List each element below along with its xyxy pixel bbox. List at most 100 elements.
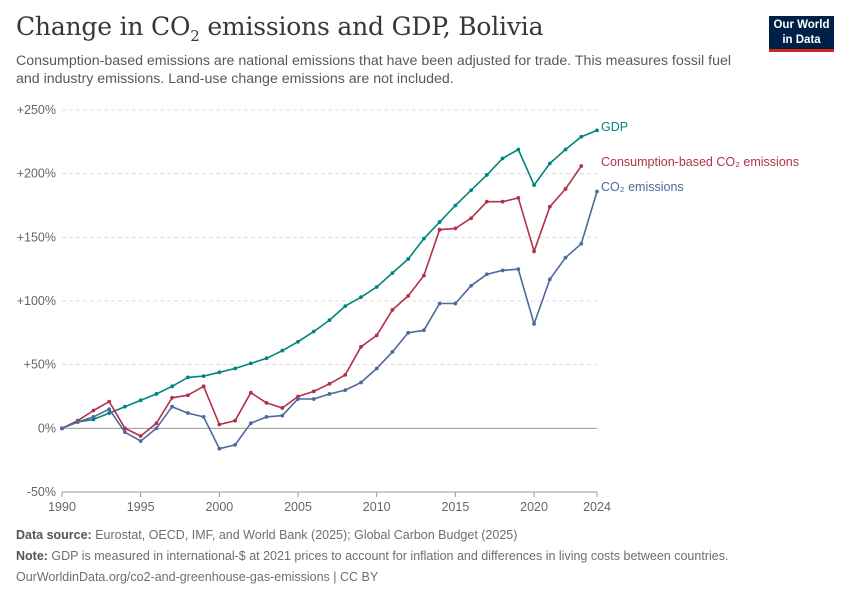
data-point <box>91 408 96 413</box>
chart-subtitle: Consumption-based emissions are national… <box>16 53 732 87</box>
data-point <box>500 156 505 161</box>
data-point <box>595 189 599 194</box>
data-point <box>406 294 411 298</box>
data-point <box>437 301 442 306</box>
series-label: GDP <box>601 120 628 134</box>
data-point <box>217 422 222 427</box>
data-point <box>327 318 332 322</box>
data-point <box>579 241 584 246</box>
x-tick-label: 2010 <box>363 500 391 514</box>
data-point <box>595 128 599 133</box>
data-point <box>233 442 237 447</box>
data-point <box>374 366 379 371</box>
data-point <box>154 421 159 426</box>
data-point <box>75 420 80 424</box>
data-point <box>170 404 175 409</box>
chart-note: Note: GDP is measured in international-$… <box>16 549 729 563</box>
data-point <box>217 446 222 451</box>
y-tick-label: 0% <box>38 421 56 435</box>
data-point <box>154 392 159 396</box>
data-point <box>579 134 584 139</box>
data-point <box>390 350 395 354</box>
data-point <box>154 426 159 431</box>
data-point <box>500 199 505 204</box>
data-point <box>91 414 96 419</box>
series-line <box>61 165 582 437</box>
data-point <box>107 407 112 412</box>
data-point <box>547 277 552 282</box>
data-point <box>248 421 253 426</box>
data-point <box>343 304 348 308</box>
data-point <box>217 370 222 375</box>
chart-title: Change in CO2 emissions and GDP, Bolivia <box>16 12 544 45</box>
data-point <box>484 199 489 204</box>
data-point <box>437 220 442 224</box>
data-point <box>280 413 285 418</box>
data-point <box>280 406 285 410</box>
data-point <box>248 390 253 395</box>
data-point <box>185 375 190 380</box>
data-point <box>469 216 474 221</box>
data-point <box>390 308 395 312</box>
data-point <box>264 400 269 405</box>
data-point <box>296 397 300 401</box>
data-point <box>579 164 584 168</box>
data-point <box>563 147 568 152</box>
data-point <box>516 147 521 152</box>
data-point <box>138 439 143 443</box>
y-tick-label: +50% <box>24 358 56 372</box>
data-point <box>484 173 489 177</box>
data-point <box>532 249 536 254</box>
data-point <box>500 268 505 273</box>
data-point <box>422 328 426 333</box>
data-point <box>374 285 379 289</box>
data-point <box>453 301 458 306</box>
x-tick-label: 2020 <box>520 500 548 514</box>
data-point <box>343 372 348 377</box>
data-point <box>563 187 568 191</box>
data-point <box>138 398 143 403</box>
data-point <box>248 361 253 366</box>
data-point <box>280 348 285 353</box>
data-point <box>107 399 112 404</box>
data-source: Data source: Eurostat, OECD, IMF, and Wo… <box>16 528 518 542</box>
data-point <box>123 404 127 409</box>
data-point <box>563 255 568 260</box>
data-point <box>123 430 127 435</box>
data-point <box>327 392 332 396</box>
data-point <box>170 384 175 389</box>
data-point <box>390 271 395 275</box>
data-point <box>406 257 411 261</box>
data-point <box>327 381 332 386</box>
data-point <box>422 236 426 241</box>
data-point <box>264 414 269 419</box>
y-tick-label: +150% <box>17 230 56 244</box>
x-tick-label: 2015 <box>441 500 469 514</box>
series-label: CO₂ emissions <box>601 180 684 194</box>
y-tick-label: +200% <box>17 167 56 181</box>
source-url[interactable]: OurWorldinData.org/co2-and-greenhouse-ga… <box>16 570 379 584</box>
x-tick-label: 2000 <box>205 500 233 514</box>
x-tick-label: 1995 <box>127 500 155 514</box>
data-point <box>374 333 379 338</box>
data-point <box>201 374 206 379</box>
data-point <box>123 426 127 431</box>
data-point <box>107 411 112 415</box>
data-point <box>343 388 348 393</box>
data-point <box>201 384 206 389</box>
data-point <box>60 426 64 431</box>
y-tick-label: +100% <box>17 294 56 308</box>
data-point <box>437 227 442 232</box>
owid-logo[interactable]: Our World in Data <box>769 16 834 52</box>
data-point <box>185 393 190 398</box>
data-point <box>453 226 458 231</box>
data-point <box>233 418 237 423</box>
data-point <box>453 203 458 208</box>
data-point <box>469 188 474 193</box>
data-point <box>170 395 175 400</box>
data-point <box>311 397 316 401</box>
data-point <box>201 414 206 419</box>
data-point <box>422 273 426 278</box>
data-point <box>406 330 411 335</box>
